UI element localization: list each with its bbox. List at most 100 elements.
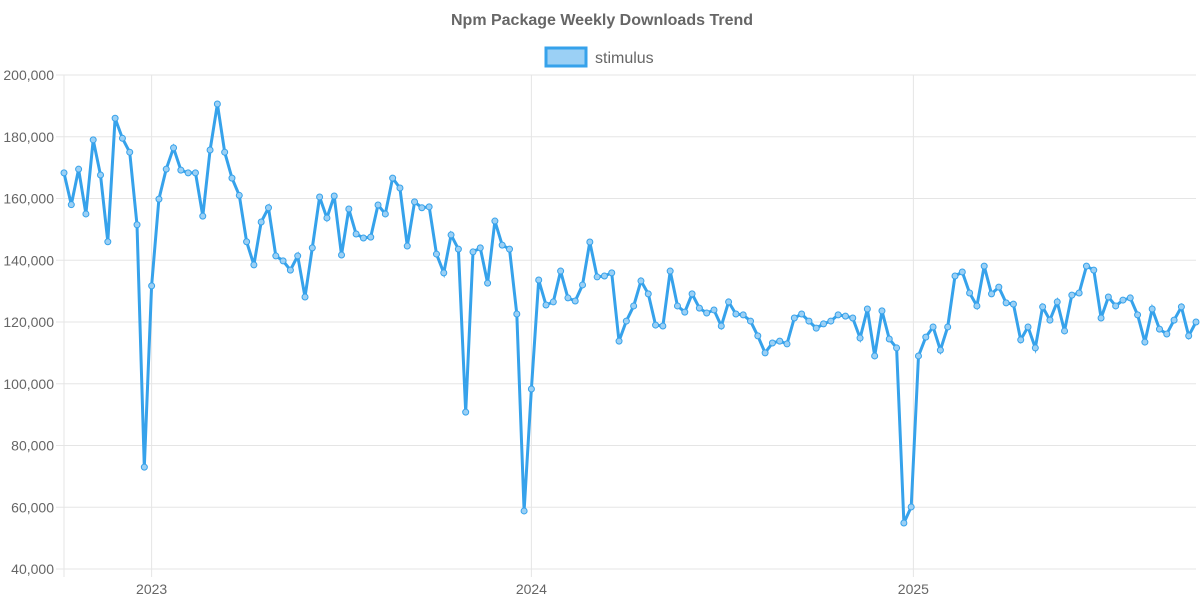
data-point (586, 238, 594, 246)
data-point (652, 321, 660, 329)
y-tick-label: 180,000 (3, 129, 54, 145)
data-point (411, 198, 419, 206)
data-point (659, 322, 667, 330)
data-point (484, 279, 492, 287)
data-point (747, 317, 755, 325)
data-point (761, 349, 769, 357)
data-point (148, 282, 156, 290)
data-point (542, 301, 550, 309)
data-point (1126, 294, 1134, 302)
x-tick-label: 2024 (516, 581, 547, 597)
data-point (505, 245, 513, 253)
data-point (557, 267, 565, 275)
data-point (235, 191, 243, 199)
data-point (527, 385, 535, 393)
data-point (1163, 330, 1171, 338)
data-point (871, 352, 879, 360)
data-point (1046, 316, 1054, 324)
data-point (469, 248, 477, 256)
data-point (257, 218, 265, 226)
data-point (966, 289, 974, 297)
data-point (199, 212, 207, 220)
data-point (89, 136, 97, 144)
data-point (1075, 289, 1083, 297)
data-point (338, 251, 346, 259)
data-point (75, 165, 83, 173)
data-point (958, 268, 966, 276)
data-point (1112, 302, 1120, 310)
y-tick-label: 160,000 (3, 191, 54, 207)
data-point (922, 333, 930, 341)
data-point (1104, 293, 1112, 301)
data-point (768, 339, 776, 347)
data-point (1155, 325, 1163, 333)
data-point (60, 169, 68, 177)
data-point (805, 317, 813, 325)
data-point (279, 257, 287, 265)
legend-label: stimulus (595, 50, 654, 67)
data-point (615, 337, 623, 345)
data-point (732, 310, 740, 318)
data-point (608, 269, 616, 277)
data-point (790, 314, 798, 322)
data-point (1017, 336, 1025, 344)
data-point (1082, 262, 1090, 270)
data-point (630, 302, 638, 310)
data-point (447, 231, 455, 239)
legend-swatch (544, 46, 588, 68)
data-point (681, 308, 689, 316)
data-point (170, 144, 178, 152)
data-point (498, 241, 506, 249)
data-point (856, 334, 864, 342)
data-point (535, 276, 543, 284)
data-point (827, 317, 835, 325)
data-point (191, 169, 199, 177)
data-point (549, 298, 557, 306)
data-point (571, 297, 579, 305)
data-point (1009, 300, 1017, 308)
data-point (1031, 344, 1039, 352)
series-line (62, 103, 1198, 524)
data-point (1148, 305, 1156, 313)
data-point (1061, 327, 1069, 335)
data-point (673, 302, 681, 310)
data-point (703, 309, 711, 317)
data-point (936, 346, 944, 354)
data-point (893, 344, 901, 352)
data-point (82, 210, 90, 218)
data-point (476, 244, 484, 252)
data-point (359, 234, 367, 242)
data-point (294, 252, 302, 260)
data-point (593, 273, 601, 281)
data-point (67, 201, 75, 209)
data-point (1141, 338, 1149, 346)
data-point (564, 294, 572, 302)
data-point (951, 272, 959, 280)
y-tick-label: 200,000 (3, 67, 54, 83)
data-point (944, 323, 952, 331)
data-point (177, 166, 185, 174)
data-point (1039, 303, 1047, 311)
data-point (725, 298, 733, 306)
data-point (491, 217, 499, 225)
data-point (367, 233, 375, 241)
data-point (316, 193, 324, 201)
y-tick-label: 120,000 (3, 314, 54, 330)
legend[interactable]: stimulus (544, 46, 654, 68)
data-point (739, 311, 747, 319)
data-point (162, 165, 170, 173)
data-point (111, 114, 119, 122)
data-point (710, 306, 718, 314)
data-point (1192, 318, 1200, 326)
x-axis: 2023 2024 2025 (136, 581, 929, 597)
data-point (637, 277, 645, 285)
data-point (184, 169, 192, 177)
y-axis: 40,000 60,000 80,000 100,000 120,000 140,000 1… (3, 67, 54, 577)
data-point (995, 283, 1003, 291)
data-point (688, 290, 696, 298)
data-point (221, 148, 229, 156)
data-point (520, 507, 528, 515)
data-point (250, 261, 258, 269)
y-tick-label: 140,000 (3, 252, 54, 268)
